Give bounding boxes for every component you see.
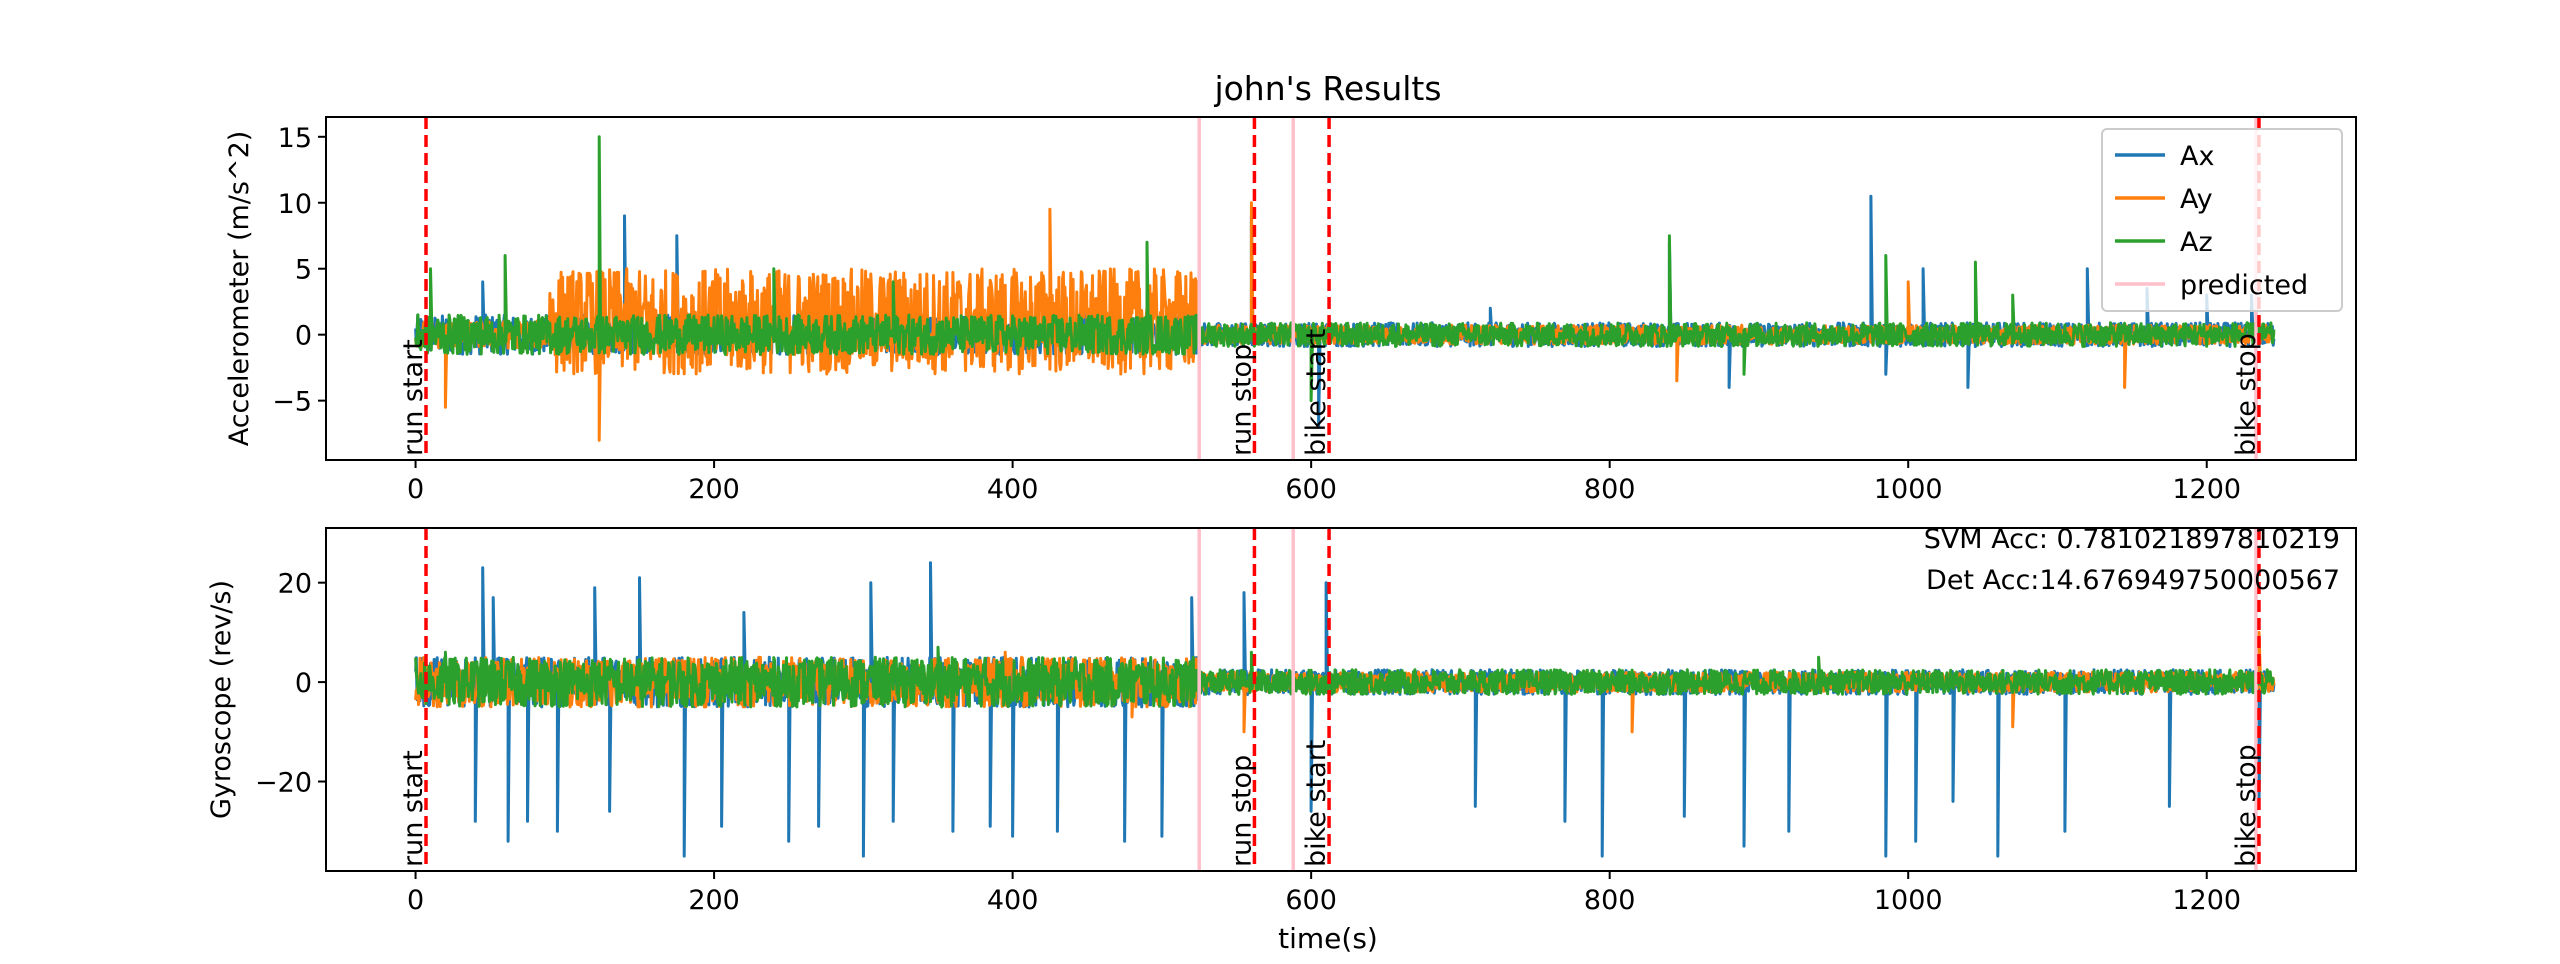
x-tick-label: 600 (1285, 885, 1337, 916)
x-tick-label: 600 (1285, 474, 1337, 505)
y-tick-label: 20 (278, 569, 312, 600)
x-tick-label: 400 (987, 474, 1039, 505)
axes-frame (325, 527, 2357, 872)
x-tick-label: 0 (407, 885, 424, 916)
legend-entry: Ax (2180, 141, 2214, 172)
y-tick-label: −5 (272, 387, 312, 418)
x-axis-label: time(s) (1278, 922, 1378, 955)
chart-title: john's Results (1213, 69, 1441, 108)
event-marker-label: run start (398, 750, 429, 867)
series-az-line (414, 135, 2276, 403)
x-tick-label: 1000 (1874, 474, 1943, 505)
x-tick-label: 400 (987, 885, 1039, 916)
y-axis-label: Accelerometer (m/s^2) (224, 131, 255, 447)
legend: Ax Ay Az predicted (2101, 128, 2343, 312)
event-marker-label: run stop (1226, 755, 1257, 867)
plot-area (414, 561, 2276, 858)
accuracy-annotation: SVM Acc: 0.781021897810219 (1924, 524, 2340, 555)
legend-entry: predicted (2180, 270, 2308, 301)
x-tick-label: 1000 (1874, 885, 1943, 916)
x-tick-label: 200 (688, 885, 740, 916)
series-ax-line (414, 561, 2276, 858)
x-tick-label: 1200 (2172, 885, 2241, 916)
y-axis-label: Gyroscope (rev/s) (206, 580, 237, 819)
x-tick-label: 0 (407, 474, 424, 505)
event-marker-label: bike start (1301, 329, 1332, 456)
x-tick-label: 800 (1584, 474, 1636, 505)
event-marker-label: bike start (1301, 740, 1332, 867)
x-tick-label: 1200 (2172, 474, 2241, 505)
y-tick-label: 5 (295, 255, 312, 286)
accuracy-annotation: Det Acc:14.676949750000567 (1926, 565, 2340, 596)
y-tick-label: 0 (295, 321, 312, 352)
accelerometer-panel: run start run stop bike start bike stop 0 200… (224, 116, 2357, 505)
legend-entry: Ay (2180, 184, 2213, 215)
event-marker-label: bike stop (2231, 333, 2262, 456)
y-tick-label: 0 (295, 668, 312, 699)
y-tick-label: 10 (278, 189, 312, 220)
x-tick-label: 200 (688, 474, 740, 505)
series-az-line (414, 645, 2275, 709)
event-marker-label: run start (398, 339, 429, 456)
legend-entry: Az (2180, 227, 2213, 258)
event-marker-label: bike stop (2231, 744, 2262, 867)
axes-frame (325, 116, 2357, 461)
plot-area (414, 135, 2276, 442)
legend-box (2101, 128, 2343, 312)
y-tick-label: −20 (255, 768, 312, 799)
x-tick-label: 800 (1584, 885, 1636, 916)
y-tick-label: 15 (278, 123, 312, 154)
event-marker-label: run stop (1226, 344, 1257, 456)
